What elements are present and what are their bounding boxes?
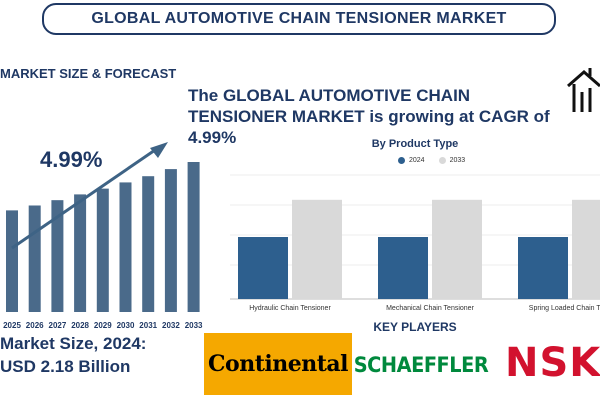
legend-swatch-2033	[438, 157, 446, 164]
forecast-year-label: 2028	[71, 321, 89, 330]
market-forecast-heading: MARKET SIZE & FORECAST	[0, 66, 177, 81]
legend-swatch-2024	[398, 157, 405, 164]
continental-logo-text: Continental	[208, 351, 348, 377]
forecast-year-label: 2033	[185, 321, 203, 330]
legend-item-2033: 2033	[438, 157, 466, 164]
continental-logo: Continental	[204, 333, 352, 395]
legend-label-2024: 2024	[409, 157, 425, 164]
forecast-bar	[74, 194, 87, 312]
schaeffler-logo: SCHAEFFLER	[354, 345, 489, 385]
forecast-bar	[51, 200, 64, 312]
growth-headline: The GLOBAL AUTOMOTIVE CHAIN TENSIONER MA…	[188, 86, 550, 147]
forecast-bar	[164, 169, 177, 312]
forecast-year-label: 2032	[162, 321, 180, 330]
page-title: GLOBAL AUTOMOTIVE CHAIN TENSIONER MARKET	[42, 3, 556, 35]
forecast-bar	[28, 205, 41, 312]
forecast-year-label: 2030	[117, 321, 135, 330]
forecast-bar	[142, 176, 155, 312]
forecast-year-label: 2025	[3, 321, 21, 330]
market-size-label: Market Size, 2024:	[0, 334, 147, 353]
house-chart-icon	[567, 68, 600, 112]
product-bar-2024	[378, 237, 428, 299]
product-category-label: Mechanical Chain Tensioner	[386, 305, 474, 312]
key-players-heading: KEY PLAYERS	[373, 320, 457, 334]
forecast-year-label: 2029	[94, 321, 112, 330]
product-chart-legend: 2024 2033	[398, 157, 465, 164]
forecast-bar	[6, 210, 18, 312]
forecast-year-label: 2031	[139, 321, 157, 330]
forecast-year-label: 2026	[26, 321, 44, 330]
product-bar-2024	[518, 237, 568, 299]
market-size-value: USD 2.18 Billion	[0, 357, 131, 376]
forecast-bar-chart: 2025 2026 2027 2028 2029 2030 2031 2032 2033	[3, 142, 203, 330]
nsk-logo-text: NSK	[505, 340, 600, 386]
legend-label-2033: 2033	[449, 157, 466, 164]
product-bar-2033	[572, 199, 600, 299]
page-title-text: GLOBAL AUTOMOTIVE CHAIN TENSIONER MARKET	[91, 10, 507, 27]
legend-item-2024: 2024	[398, 157, 425, 164]
product-bar-2024	[238, 237, 288, 299]
product-type-bar-chart: Hydraulic Chain Tensioner Mechanical Chai…	[230, 174, 600, 312]
product-bar-2033	[432, 199, 482, 299]
schaeffler-logo-text: SCHAEFFLER	[353, 353, 489, 377]
product-bar-2033	[292, 199, 342, 299]
forecast-bar	[119, 182, 132, 312]
trend-arrow-icon	[11, 142, 168, 250]
forecast-year-label: 2027	[49, 321, 67, 330]
product-type-chart-title: By Product Type	[371, 138, 459, 150]
nsk-logo: NSK	[505, 338, 600, 388]
forecast-bar	[96, 188, 109, 312]
product-category-label: Spring Loaded Chain Tens	[529, 305, 600, 312]
cagr-value: 4.99%	[40, 147, 103, 172]
forecast-bar	[187, 162, 200, 312]
product-category-label: Hydraulic Chain Tensioner	[249, 305, 331, 312]
